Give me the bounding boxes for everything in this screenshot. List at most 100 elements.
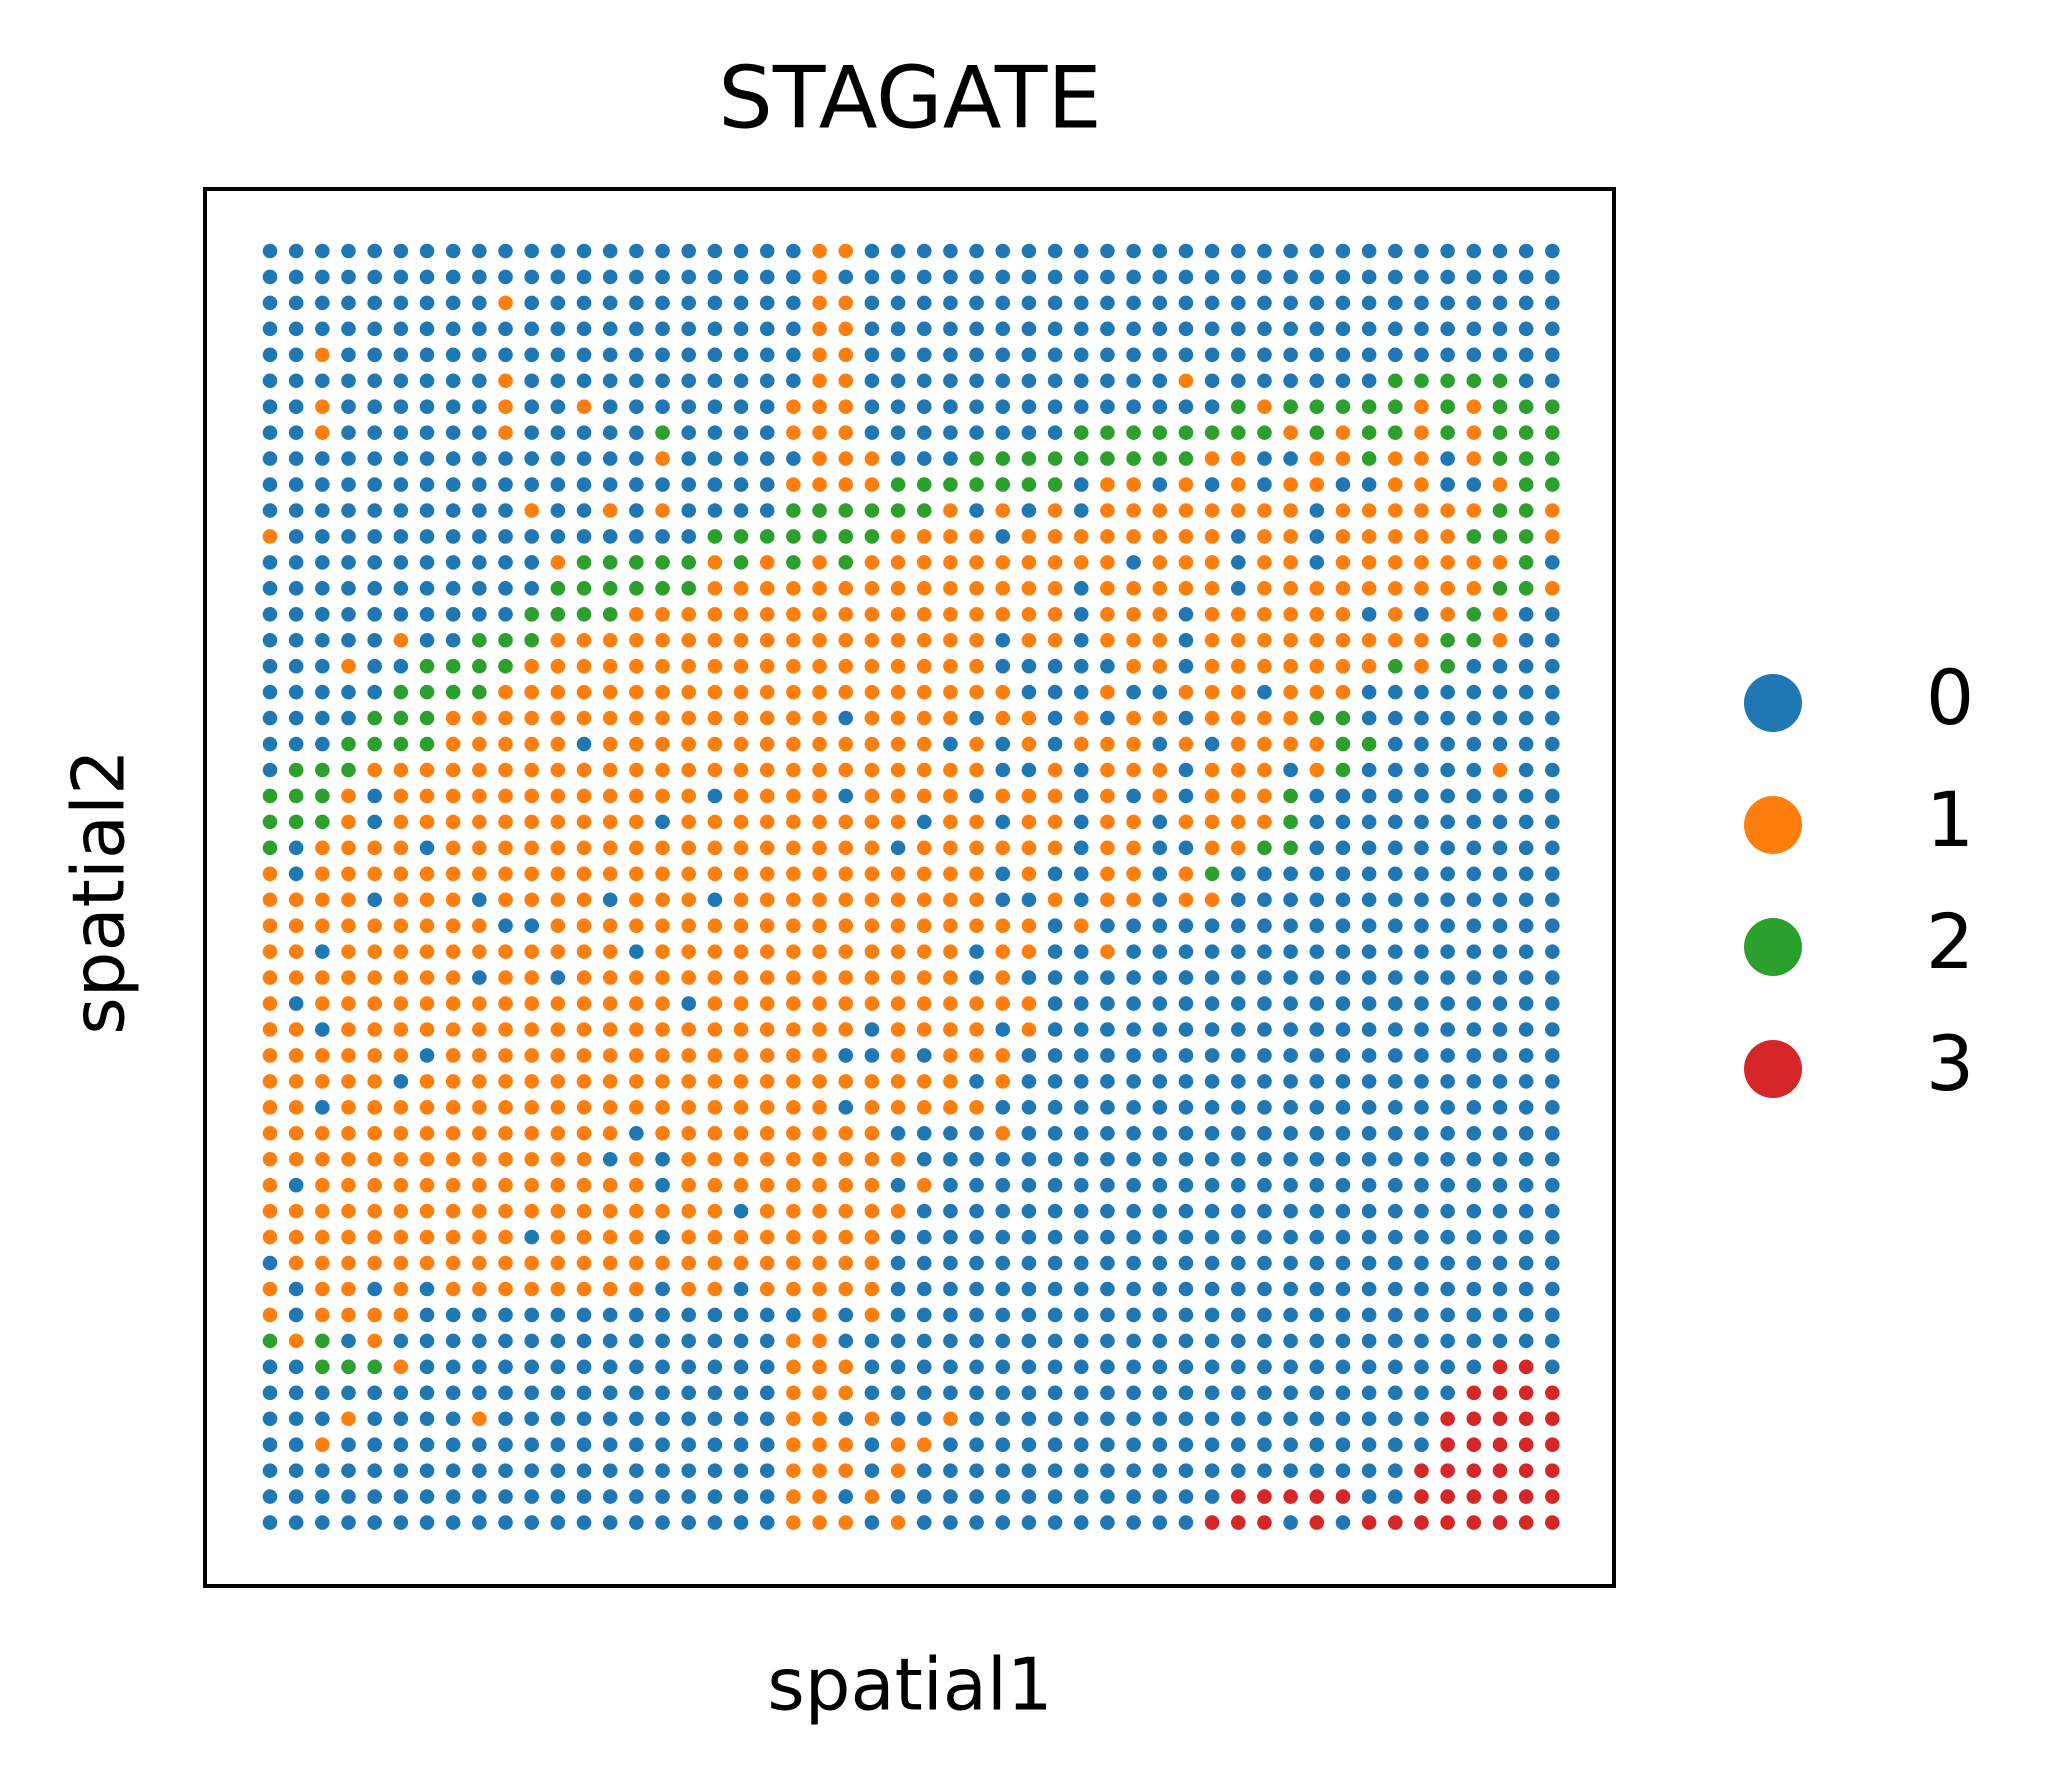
spot [864,1281,880,1297]
spot [1283,503,1298,518]
spot [524,321,539,337]
spot [472,1255,487,1271]
spot [1178,425,1194,440]
spot [838,892,854,908]
spot [472,607,487,622]
spot [943,1515,958,1530]
spot [838,1385,854,1401]
spot [1021,970,1037,985]
spot [288,1229,304,1245]
spot [576,970,592,985]
spot [1230,347,1246,363]
spot [1440,1489,1455,1504]
spot [602,632,618,648]
spot [445,1229,461,1245]
spot [1100,1203,1115,1219]
spot [943,710,958,726]
spot [1492,840,1508,856]
spot [524,970,539,985]
spot [1440,425,1455,440]
spot [943,399,958,415]
spot [1388,295,1403,311]
spot [1545,425,1560,440]
spot [1021,684,1037,700]
spot [1152,1489,1168,1504]
spot [759,736,775,752]
spot [786,1177,801,1193]
spot [576,710,592,726]
spot [1047,399,1063,415]
spot [838,1126,854,1141]
spot [1204,1281,1220,1297]
spot [1257,1333,1272,1349]
spot [1440,243,1455,259]
spot [550,632,566,648]
spot [681,866,697,882]
spot [1518,1411,1534,1427]
spot [838,814,854,830]
spot [419,1074,435,1089]
spot [1047,1411,1063,1427]
spot [1230,529,1246,544]
spot [498,503,513,518]
spot [445,1359,461,1375]
spot [472,555,487,570]
spot [1518,944,1534,959]
spot [498,1385,513,1401]
spot [1230,918,1246,933]
spot [1230,1229,1246,1245]
spot [1309,1515,1325,1530]
spot [681,1463,697,1478]
spot [315,243,330,259]
spot [733,736,749,752]
spot [1335,347,1351,363]
spot [602,1048,618,1063]
spot [812,321,827,337]
spot [1388,1048,1403,1063]
spot [1414,892,1429,908]
spot [393,1333,409,1349]
spot [655,1333,670,1349]
spot [1414,762,1429,778]
spot [969,1281,984,1297]
spot [759,1177,775,1193]
spot [707,295,723,311]
spot [707,840,723,856]
spot [1257,295,1272,311]
spot [524,866,539,882]
spot [1388,1333,1403,1349]
spot [602,814,618,830]
spot [1230,1281,1246,1297]
spot [1230,1515,1246,1530]
spot [916,1411,932,1427]
spot [916,996,932,1011]
spot [1152,529,1168,544]
spot [1466,736,1482,752]
spot [838,243,854,259]
spot [916,944,932,959]
spot [419,243,435,259]
spot [655,529,670,544]
spot [524,373,539,389]
spot [1047,1385,1063,1401]
spot [1361,425,1377,440]
spot [1178,632,1194,648]
spot [1152,970,1168,985]
spot [602,1307,618,1323]
spot [1152,425,1168,440]
spot [890,632,906,648]
spot [1492,321,1508,337]
spot [969,866,984,882]
spot [1309,1100,1325,1115]
spot [1073,840,1089,856]
spot [629,632,644,648]
spot [1257,1307,1272,1323]
spot [786,814,801,830]
spot [1440,607,1455,622]
spot [498,970,513,985]
spot [890,451,906,466]
spot [1466,814,1482,830]
spot [681,1385,697,1401]
spot [759,1359,775,1375]
spot [1309,918,1325,933]
